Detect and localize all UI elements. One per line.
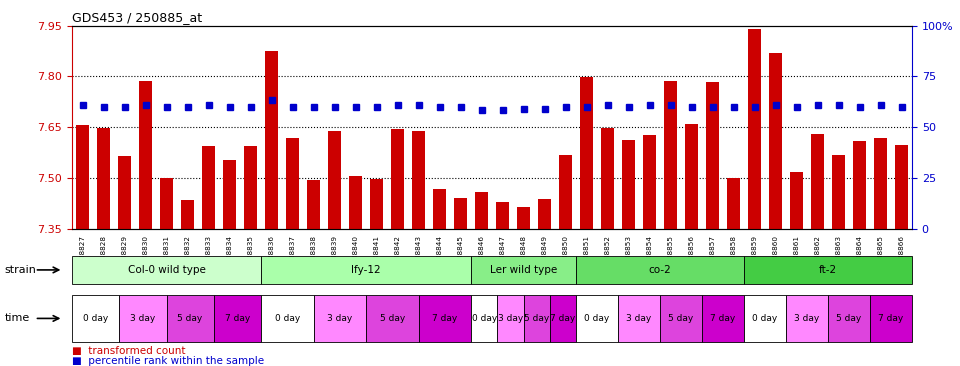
- Bar: [327, 131, 342, 229]
- Bar: [454, 198, 468, 229]
- Bar: [412, 131, 425, 229]
- Bar: [370, 179, 383, 229]
- Bar: [244, 146, 257, 229]
- Bar: [895, 145, 908, 229]
- Text: ■  percentile rank within the sample: ■ percentile rank within the sample: [72, 355, 264, 366]
- Text: 5 day: 5 day: [524, 314, 549, 323]
- Text: 3 day: 3 day: [794, 314, 820, 323]
- Bar: [727, 178, 740, 229]
- Bar: [348, 176, 362, 229]
- Bar: [580, 77, 593, 229]
- Bar: [223, 160, 236, 229]
- Bar: [138, 82, 153, 229]
- Text: 7 day: 7 day: [225, 314, 250, 323]
- Bar: [180, 200, 194, 229]
- Bar: [684, 124, 698, 229]
- Bar: [159, 178, 174, 229]
- Text: 5 day: 5 day: [178, 314, 203, 323]
- Bar: [622, 140, 636, 229]
- Bar: [874, 138, 887, 229]
- Text: 0 day: 0 day: [585, 314, 610, 323]
- Text: 5 day: 5 day: [379, 314, 405, 323]
- Text: co-2: co-2: [649, 265, 671, 275]
- Text: 7 day: 7 day: [432, 314, 457, 323]
- Text: lfy-12: lfy-12: [351, 265, 381, 275]
- Bar: [559, 155, 572, 229]
- Bar: [831, 155, 846, 229]
- Text: 0 day: 0 day: [275, 314, 300, 323]
- Bar: [810, 134, 825, 229]
- Bar: [306, 180, 321, 229]
- Text: Ler wild type: Ler wild type: [490, 265, 557, 275]
- Text: 3 day: 3 day: [131, 314, 156, 323]
- Bar: [76, 126, 89, 229]
- Bar: [642, 135, 657, 229]
- Text: 5 day: 5 day: [668, 314, 694, 323]
- Bar: [118, 156, 132, 229]
- Bar: [601, 128, 614, 229]
- Bar: [516, 208, 530, 229]
- Text: 7 day: 7 day: [550, 314, 575, 323]
- Bar: [663, 82, 678, 229]
- Text: 3 day: 3 day: [497, 314, 523, 323]
- Text: 5 day: 5 day: [836, 314, 862, 323]
- Bar: [748, 29, 761, 229]
- Bar: [495, 202, 510, 229]
- Bar: [852, 141, 866, 229]
- Bar: [790, 172, 804, 229]
- Bar: [97, 128, 110, 229]
- Bar: [265, 51, 278, 229]
- Text: Col-0 wild type: Col-0 wild type: [128, 265, 205, 275]
- Text: strain: strain: [5, 265, 36, 275]
- Bar: [769, 53, 782, 229]
- Text: 3 day: 3 day: [327, 314, 352, 323]
- Bar: [538, 199, 551, 229]
- Bar: [391, 129, 404, 229]
- Text: ft-2: ft-2: [819, 265, 837, 275]
- Text: 0 day: 0 day: [753, 314, 778, 323]
- Text: 7 day: 7 day: [710, 314, 735, 323]
- Text: 0 day: 0 day: [471, 314, 496, 323]
- Text: 7 day: 7 day: [878, 314, 903, 323]
- Bar: [706, 82, 719, 229]
- Bar: [286, 138, 300, 229]
- Text: time: time: [5, 313, 30, 324]
- Bar: [202, 146, 215, 229]
- Text: GDS453 / 250885_at: GDS453 / 250885_at: [72, 11, 203, 24]
- Bar: [433, 189, 446, 229]
- Bar: [474, 192, 489, 229]
- Text: 0 day: 0 day: [83, 314, 108, 323]
- Text: ■  transformed count: ■ transformed count: [72, 346, 185, 356]
- Text: 3 day: 3 day: [626, 314, 652, 323]
